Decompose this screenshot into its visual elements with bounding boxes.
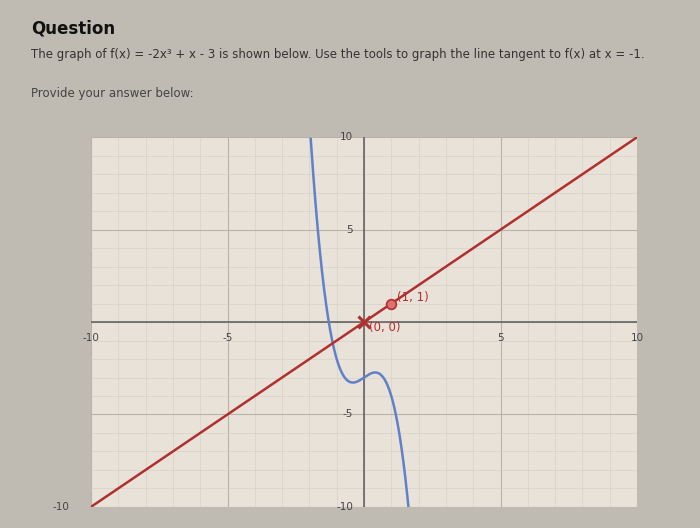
Text: 10: 10 [340, 133, 353, 142]
Text: -5: -5 [223, 333, 232, 343]
Text: 10: 10 [631, 333, 643, 343]
Text: -5: -5 [343, 410, 353, 419]
Text: The graph of f(x) = -2x³ + x - 3 is shown below. Use the tools to graph the line: The graph of f(x) = -2x³ + x - 3 is show… [31, 48, 645, 61]
Text: -10: -10 [336, 502, 353, 512]
Text: Provide your answer below:: Provide your answer below: [31, 87, 193, 100]
Text: (1, 1): (1, 1) [397, 291, 428, 304]
Text: (0, 0): (0, 0) [370, 322, 401, 334]
Text: Question: Question [31, 19, 115, 37]
Text: -10: -10 [52, 502, 69, 512]
Text: 5: 5 [346, 225, 353, 234]
Text: 5: 5 [497, 333, 504, 343]
Text: -10: -10 [83, 333, 99, 343]
